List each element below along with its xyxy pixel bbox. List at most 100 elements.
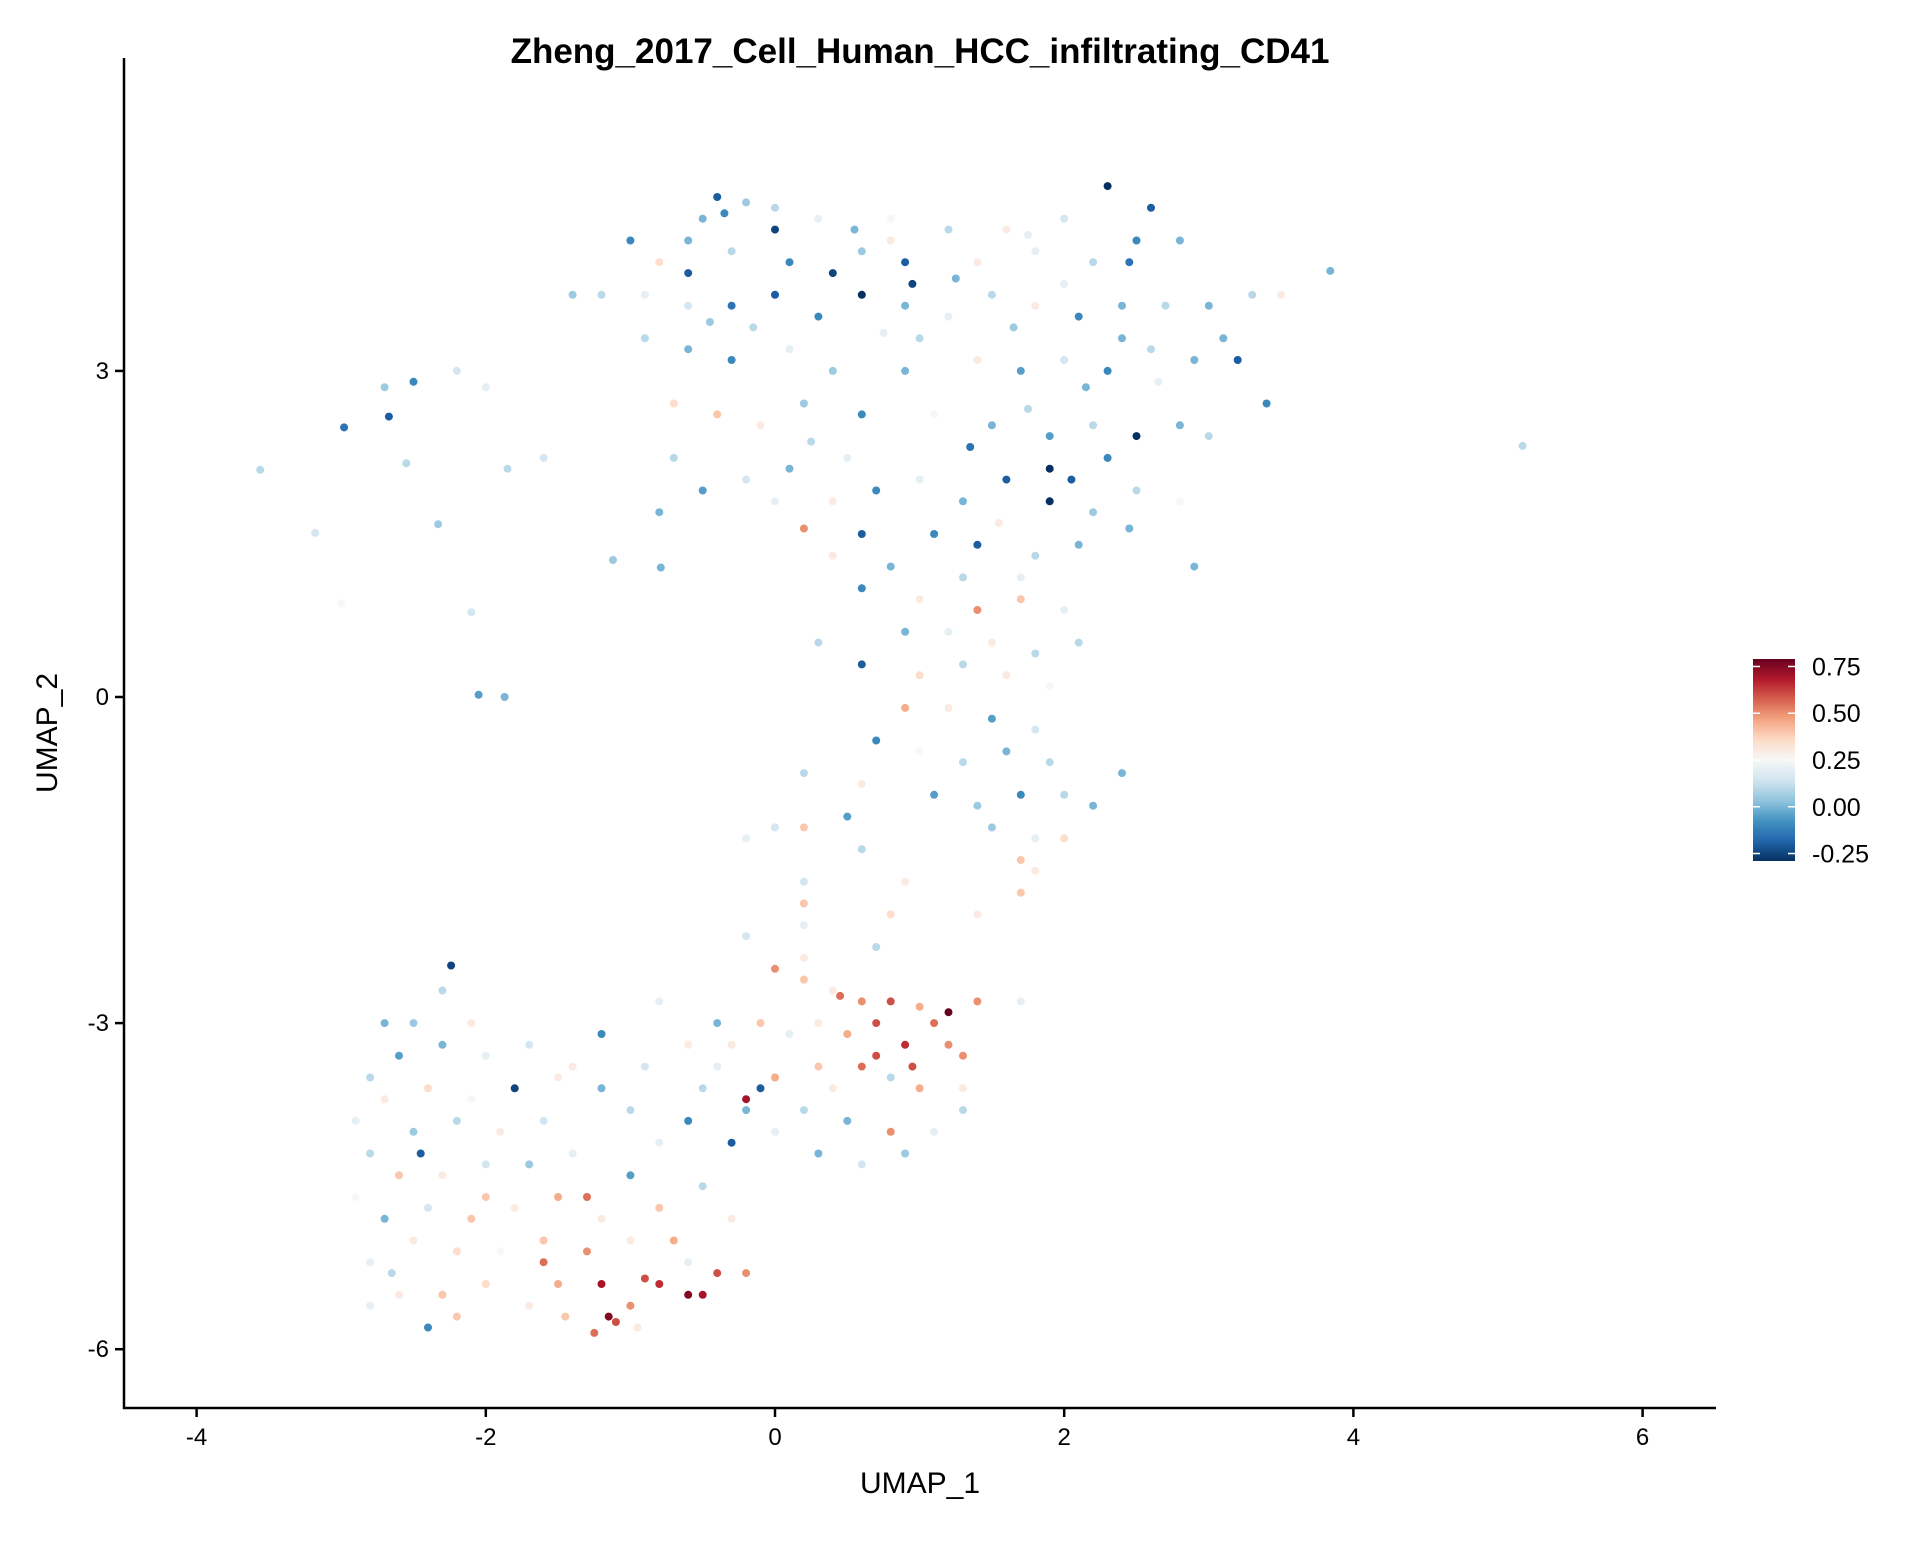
data-point <box>828 986 837 995</box>
data-point <box>640 290 649 299</box>
data-point <box>655 508 664 517</box>
data-point <box>915 1002 924 1011</box>
data-point <box>987 290 996 299</box>
y-tick-label: -3 <box>88 1010 109 1037</box>
data-point <box>785 1030 794 1038</box>
data-point <box>1103 366 1112 375</box>
x-tick-label: 4 <box>1347 1424 1360 1451</box>
data-point <box>1045 682 1054 691</box>
data-point <box>828 1084 837 1093</box>
data-point <box>756 1084 765 1093</box>
data-point <box>656 563 665 572</box>
data-point <box>836 991 845 1000</box>
data-point <box>1103 453 1112 462</box>
data-point <box>1089 801 1098 810</box>
data-point <box>1103 182 1112 191</box>
data-point <box>1175 497 1184 506</box>
data-point <box>908 1062 917 1071</box>
data-point <box>901 627 910 636</box>
data-point <box>973 997 982 1006</box>
data-point <box>438 1290 447 1299</box>
data-point <box>886 562 895 571</box>
data-point <box>438 986 447 995</box>
data-point <box>901 366 910 375</box>
data-point <box>1016 888 1025 897</box>
data-point <box>799 524 808 533</box>
data-point <box>452 1116 461 1125</box>
data-point <box>727 356 736 364</box>
data-point <box>416 1149 425 1158</box>
data-point <box>452 366 461 375</box>
data-point <box>1060 214 1069 223</box>
data-point <box>987 714 996 723</box>
data-point <box>698 214 707 223</box>
data-point <box>467 1214 476 1223</box>
data-point <box>843 1116 852 1125</box>
data-point <box>669 1236 678 1245</box>
data-point <box>1132 432 1141 441</box>
data-point <box>930 530 939 538</box>
data-point <box>727 1214 736 1223</box>
data-point <box>973 606 982 614</box>
data-point <box>1118 334 1126 343</box>
data-point <box>409 377 418 386</box>
data-point <box>799 877 808 886</box>
data-point <box>409 1019 418 1028</box>
data-point <box>561 1312 570 1321</box>
data-point <box>496 1247 505 1256</box>
data-point <box>872 1051 881 1060</box>
data-point <box>799 953 808 962</box>
data-point <box>959 758 967 767</box>
data-point <box>1031 551 1040 560</box>
data-point <box>1031 247 1040 256</box>
x-tick-label: -2 <box>475 1424 496 1451</box>
data-point <box>771 1127 779 1136</box>
data-point <box>785 345 794 354</box>
y-tick-label: -6 <box>88 1336 109 1363</box>
data-point <box>886 910 895 919</box>
data-point <box>959 1106 967 1115</box>
data-point <box>872 943 881 951</box>
data-point <box>1190 562 1199 571</box>
data-point <box>944 1040 953 1049</box>
data-point <box>1154 377 1163 386</box>
data-point <box>756 1019 765 1028</box>
data-point <box>959 660 967 669</box>
data-point <box>481 1051 490 1060</box>
data-point <box>609 556 617 564</box>
data-point <box>727 247 736 256</box>
data-point <box>901 1149 910 1158</box>
data-point <box>814 1149 823 1158</box>
data-point <box>901 877 910 886</box>
data-point <box>828 269 837 278</box>
data-point <box>409 1236 418 1245</box>
data-point <box>785 464 794 473</box>
data-point <box>771 497 779 506</box>
data-point <box>915 475 924 484</box>
data-point <box>1204 301 1213 310</box>
data-point <box>311 528 320 537</box>
data-point <box>467 608 476 617</box>
x-tick-label: -4 <box>186 1424 207 1451</box>
data-point <box>1081 383 1090 392</box>
data-point <box>901 703 910 712</box>
data-point <box>1045 497 1054 506</box>
data-point <box>886 997 895 1006</box>
data-point <box>814 1062 823 1071</box>
data-point <box>742 834 751 843</box>
data-point <box>1233 356 1242 364</box>
data-point <box>409 1127 418 1136</box>
data-point <box>973 540 982 549</box>
data-point <box>987 823 996 832</box>
data-point <box>1118 301 1126 310</box>
data-point <box>366 1149 375 1158</box>
data-point <box>604 1312 613 1321</box>
data-point <box>402 459 411 468</box>
data-point <box>944 1008 953 1017</box>
colorbar-tick-label: -0.25 <box>1812 841 1869 869</box>
data-point <box>901 301 910 310</box>
data-point <box>366 1258 375 1267</box>
data-point <box>655 997 664 1006</box>
data-point <box>1204 432 1213 441</box>
